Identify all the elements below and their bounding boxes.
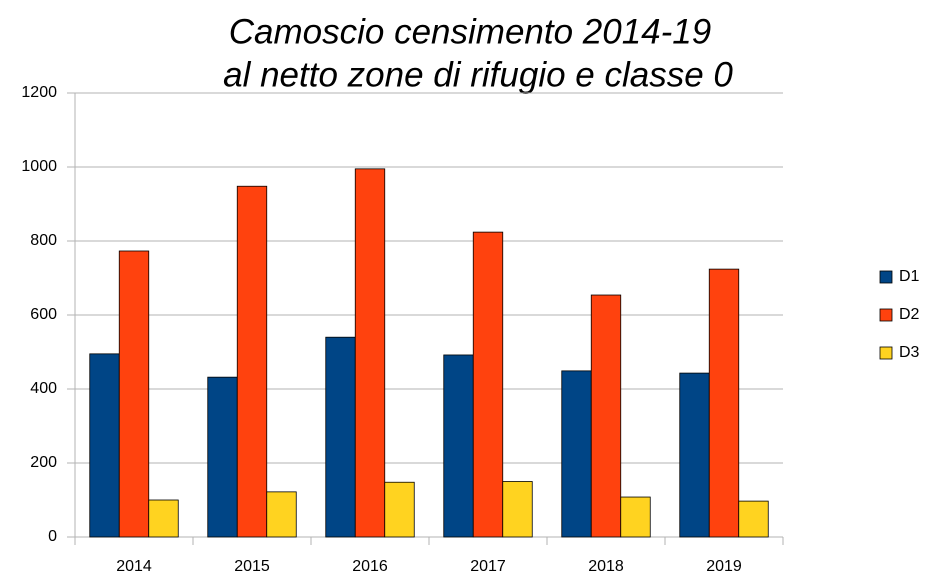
bar	[443, 354, 474, 538]
y-tick-label: 200	[30, 454, 57, 471]
legend-label: D3	[899, 344, 920, 361]
x-tick-label: 2017	[470, 558, 506, 575]
y-tick-label: 400	[30, 380, 57, 397]
y-tick-label: 800	[30, 232, 57, 249]
bar	[561, 370, 592, 538]
x-tick-label: 2014	[116, 558, 152, 575]
bar	[118, 250, 150, 538]
bar	[148, 499, 179, 538]
bar	[354, 168, 386, 538]
bar	[620, 496, 651, 538]
bar	[679, 372, 710, 538]
legend-label: D1	[899, 268, 920, 285]
chart-subtitle: al netto zone di rifugio e classe 0	[223, 55, 733, 94]
bar	[590, 294, 622, 538]
y-tick-label: 1200	[21, 84, 57, 101]
bar	[89, 353, 120, 538]
bar	[236, 185, 268, 538]
y-tick-label: 0	[48, 528, 57, 545]
bar	[472, 231, 504, 538]
legend-label: D2	[899, 306, 920, 323]
x-tick-label: 2019	[706, 558, 742, 575]
y-tick-label: 600	[30, 306, 57, 323]
x-tick-label: 2016	[352, 558, 388, 575]
y-tick-label: 1000	[21, 158, 57, 175]
bar	[325, 336, 356, 538]
bar	[384, 481, 415, 538]
bar	[708, 268, 740, 538]
x-tick-label: 2015	[234, 558, 270, 575]
bar	[502, 481, 533, 538]
bar	[266, 491, 297, 538]
legend-swatch	[879, 346, 893, 360]
chart-title: Camoscio censimento 2014-19	[229, 12, 711, 51]
legend-swatch	[879, 308, 893, 322]
bar	[207, 376, 238, 538]
legend-swatch	[879, 270, 893, 284]
bar	[738, 500, 769, 538]
x-tick-label: 2018	[588, 558, 624, 575]
